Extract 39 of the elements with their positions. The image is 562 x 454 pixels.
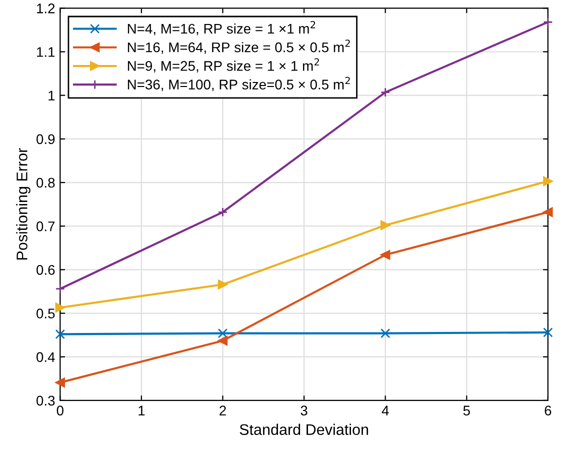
point [218,336,228,346]
point [380,328,390,338]
legend-label: N=16, M=64, RP size = 0.5 × 0.5 m$^{2}$ [128,40,350,54]
point [55,284,65,294]
x-tick-label: 4 [382,406,389,416]
point [218,328,228,338]
y-tick-label: 1 [48,90,55,100]
x-tick-label: 2 [220,406,226,416]
y-tick-label: 1.2 [37,4,55,14]
y-tick-label: 0.5 [36,308,55,318]
x-tick-label: 6 [544,406,552,416]
point [218,207,228,218]
y-tick-label: 0.3 [36,396,55,406]
point [380,87,390,98]
point [55,302,65,312]
x-tick-label: 1 [138,406,145,416]
y-tick-label: 0.7 [36,221,55,232]
point [218,280,228,290]
point [380,220,390,230]
y-axis-title: Positioning Error [16,148,30,260]
legend-label: N=9, M=25, RP size = 1 × 1 m$^{2}$ [128,58,319,73]
point [55,378,65,388]
x-tick-label: 5 [463,406,470,416]
y-tick-label: 0.6 [36,265,55,275]
point [380,250,390,260]
point [543,17,553,27]
y-tick-label: 0.9 [36,134,55,144]
x-tick-label: 0 [56,406,64,416]
point [543,207,553,218]
x-axis-title: Standard Deviation [240,424,368,436]
point [55,329,65,340]
legend-label: N=36, M=100, RP size=0.5 × 0.5 m$^{2}$ [128,76,350,92]
y-tick-label: 0.4 [36,352,55,362]
y-tick-label: 1.1 [37,47,55,57]
point [543,328,553,338]
y-tick-label: 0.8 [36,178,55,188]
legend-label: N=4, M=16, RP size = 1 ×1 m$^{2}$ [128,20,316,36]
point [543,176,553,186]
x-tick-label: 3 [300,406,308,416]
